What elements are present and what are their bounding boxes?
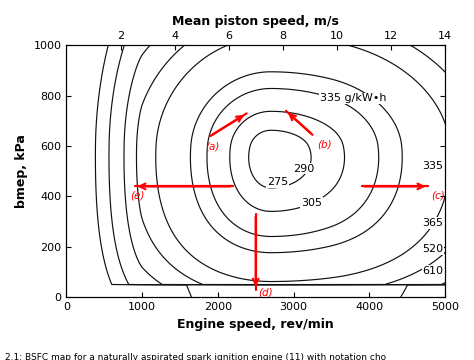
Text: (d): (d) bbox=[258, 287, 273, 297]
Text: 365: 365 bbox=[422, 218, 443, 228]
X-axis label: Mean piston speed, m/s: Mean piston speed, m/s bbox=[172, 15, 339, 28]
Text: 305: 305 bbox=[301, 198, 322, 208]
Text: 290: 290 bbox=[293, 164, 315, 174]
X-axis label: Engine speed, rev/min: Engine speed, rev/min bbox=[177, 318, 334, 330]
Y-axis label: bmep, kPa: bmep, kPa bbox=[15, 134, 28, 208]
Text: 610: 610 bbox=[422, 266, 443, 276]
Text: (b): (b) bbox=[317, 139, 332, 149]
Text: (a): (a) bbox=[205, 141, 219, 152]
Text: 275: 275 bbox=[267, 177, 288, 187]
Text: 520: 520 bbox=[422, 244, 443, 255]
Text: 335: 335 bbox=[422, 161, 443, 171]
Text: (e): (e) bbox=[130, 191, 145, 201]
Text: (c): (c) bbox=[431, 191, 445, 201]
Text: 2.1: BSFC map for a naturally aspirated spark ignition engine (11) with notation: 2.1: BSFC map for a naturally aspirated … bbox=[5, 353, 386, 360]
Text: 335 g/kW•h: 335 g/kW•h bbox=[320, 93, 387, 103]
